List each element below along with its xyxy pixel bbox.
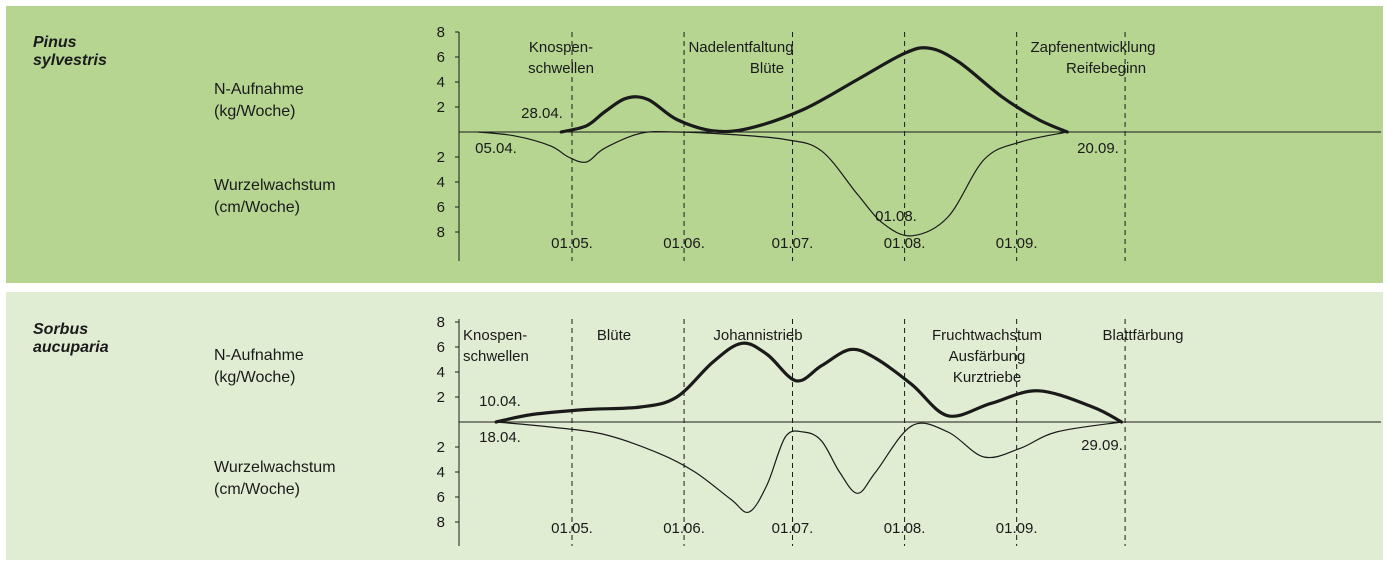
y-tick-label: 8	[437, 314, 445, 331]
date-label: 01.08.	[875, 208, 917, 225]
phase-label: Blattfärbung	[1103, 327, 1184, 344]
phase-labels: Knospen- schwellen Nadelentfaltung Blüte…	[528, 39, 1155, 77]
sorbus-panel: Sorbus aucuparia N-Aufnahme (kg/Woche) W…	[6, 292, 1383, 560]
y-tick-label: 4	[437, 174, 445, 191]
sorbus-phenology-chart: Knospen- schwellen Blüte Johannistrieb F…	[437, 314, 1381, 546]
month-tick-label: 01.09.	[996, 520, 1038, 537]
phase-label: Reifebeginn	[1066, 60, 1146, 77]
pinus-panel: Pinus sylvestris N-Aufnahme (kg/Woche) W…	[6, 6, 1383, 283]
y-tick-label: 8	[437, 514, 445, 531]
phase-label: Zapfenentwicklung	[1030, 39, 1155, 56]
chart-axes: 2 4 6 8 2 4 6 8 01.05. 01.06. 01.07. 01.08. 01.09.	[437, 24, 1381, 261]
date-label: 10.04.	[479, 393, 521, 410]
y-tick-label: 6	[437, 49, 445, 66]
n-uptake-title: N-Aufnahme	[214, 81, 304, 98]
phase-label: Blüte	[750, 60, 784, 77]
root-growth-label: Wurzelwachstum (cm/Woche)	[214, 457, 336, 501]
phase-label: Fruchtwachstum	[932, 327, 1042, 344]
root-growth-unit: (cm/Woche)	[214, 481, 300, 498]
species-genus: Sorbus	[33, 321, 89, 338]
phase-label: Johannistrieb	[713, 327, 802, 344]
root-growth-line	[495, 421, 1123, 514]
n-uptake-title: N-Aufnahme	[214, 347, 304, 364]
root-growth-label: Wurzelwachstum (cm/Woche)	[214, 175, 336, 219]
y-tick-label: 6	[437, 199, 445, 216]
n-uptake-label: N-Aufnahme (kg/Woche)	[214, 79, 304, 123]
species-epithet: sylvestris	[33, 52, 107, 69]
date-labels: 28.04. 05.04. 20.09. 01.08.	[475, 105, 1119, 225]
y-tick-label: 2	[437, 439, 445, 456]
date-label: 28.04.	[521, 105, 563, 122]
n-uptake-line	[559, 46, 1069, 134]
month-tick-label: 01.07.	[772, 520, 814, 537]
phase-label: Ausfärbung	[949, 348, 1026, 365]
month-tick-label: 01.08.	[884, 520, 926, 537]
month-tick-label: 01.07.	[772, 235, 814, 252]
phase-label: Kurztriebe	[953, 369, 1021, 386]
month-tick-label: 01.08.	[884, 235, 926, 252]
species-genus: Pinus	[33, 34, 77, 51]
y-tick-label: 4	[437, 464, 445, 481]
month-tick-label: 01.06.	[663, 520, 705, 537]
y-tick-label: 2	[437, 389, 445, 406]
date-label: 18.04.	[479, 429, 521, 446]
month-tick-label: 01.05.	[551, 520, 593, 537]
phase-label: Knospen-	[463, 327, 527, 344]
root-growth-line	[477, 130, 1068, 237]
y-tick-label: 8	[437, 24, 445, 41]
date-label: 29.09.	[1081, 437, 1123, 454]
phase-label: schwellen	[463, 348, 529, 365]
phase-label: Knospen-	[529, 39, 593, 56]
month-tick-label: 01.09.	[996, 235, 1038, 252]
chart-axes: 2 4 6 8 2 4 6 8 01.05. 01.06. 01.07. 01.08. 01.09.	[437, 314, 1381, 546]
species-name: Pinus sylvestris	[33, 34, 107, 70]
n-uptake-label: N-Aufnahme (kg/Woche)	[214, 345, 304, 389]
root-growth-title: Wurzelwachstum	[214, 177, 336, 194]
y-tick-label: 2	[437, 99, 445, 116]
date-label: 20.09.	[1077, 140, 1119, 157]
root-growth-title: Wurzelwachstum	[214, 459, 336, 476]
n-uptake-line	[494, 341, 1124, 424]
phase-label: schwellen	[528, 60, 594, 77]
species-epithet: aucuparia	[33, 339, 109, 356]
y-tick-label: 4	[437, 74, 445, 91]
root-growth-unit: (cm/Woche)	[214, 199, 300, 216]
phase-labels: Knospen- schwellen Blüte Johannistrieb F…	[463, 327, 1183, 386]
phase-label: Blüte	[597, 327, 631, 344]
month-tick-label: 01.06.	[663, 235, 705, 252]
phase-label: Nadelentfaltung	[688, 39, 793, 56]
y-tick-label: 8	[437, 224, 445, 241]
n-uptake-unit: (kg/Woche)	[214, 369, 296, 386]
month-tick-label: 01.05.	[551, 235, 593, 252]
n-uptake-unit: (kg/Woche)	[214, 103, 296, 120]
y-tick-label: 4	[437, 364, 445, 381]
y-tick-label: 6	[437, 339, 445, 356]
y-tick-label: 6	[437, 489, 445, 506]
date-label: 05.04.	[475, 140, 517, 157]
date-labels: 10.04. 18.04. 29.09.	[479, 393, 1123, 454]
species-name: Sorbus aucuparia	[33, 321, 109, 357]
y-tick-label: 2	[437, 149, 445, 166]
pinus-phenology-chart: Knospen- schwellen Nadelentfaltung Blüte…	[437, 24, 1381, 261]
